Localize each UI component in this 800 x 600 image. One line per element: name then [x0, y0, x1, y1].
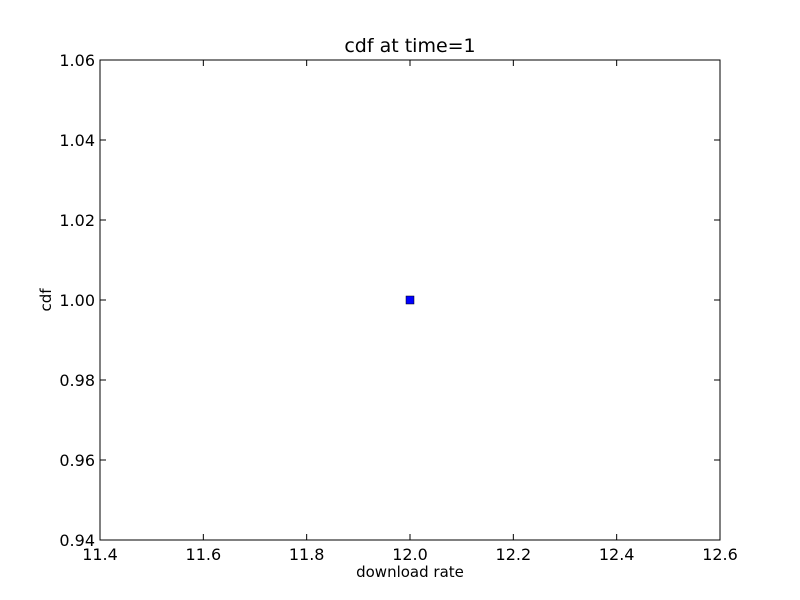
x-tick-label: 12.2: [496, 545, 532, 564]
y-tick-label: 0.98: [59, 371, 95, 390]
plot-frame: [99, 59, 721, 541]
x-tick-label: 12.6: [702, 545, 738, 564]
chart-title: cdf at time=1: [344, 35, 475, 57]
y-tick-label: 0.94: [59, 531, 95, 550]
y-tick-label: 1.06: [59, 51, 95, 70]
y-tick-label: 0.96: [59, 451, 95, 470]
x-tick-label: 11.6: [186, 545, 222, 564]
x-tick-label: 11.4: [82, 545, 118, 564]
y-tick-label: 1.04: [59, 131, 95, 150]
marks-layer: [405, 295, 415, 305]
x-axis-label: download rate: [356, 563, 464, 581]
x-tick-label: 11.8: [289, 545, 325, 564]
ticks-layer: 11.4 11.6 11.8 12.0 12.2 12.4 12.6 0.94 0.96 0.98…: [59, 51, 737, 564]
data-point: [405, 295, 415, 305]
x-tick-label: 12.4: [599, 545, 635, 564]
y-tick-label: 1.00: [59, 291, 95, 310]
y-axis-label: cdf: [37, 288, 55, 312]
x-tick-label: 12.0: [392, 545, 428, 564]
y-tick-label: 1.02: [59, 211, 95, 230]
